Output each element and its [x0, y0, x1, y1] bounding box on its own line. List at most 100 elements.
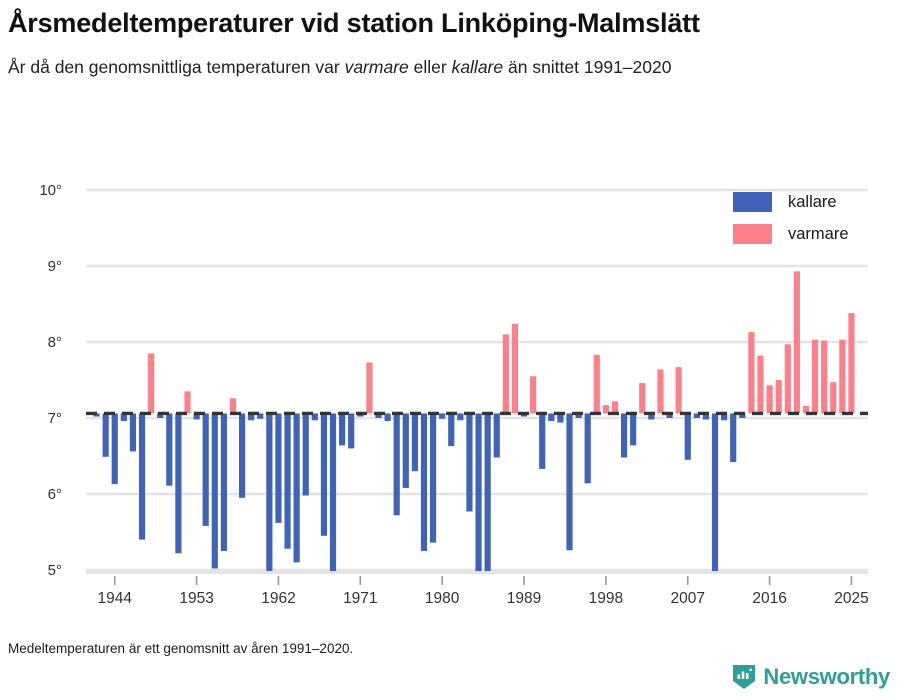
bar-1973[interactable] [375, 413, 382, 418]
bar-1963[interactable] [284, 413, 291, 549]
subtitle-emphasis-varmare: varmare [344, 57, 409, 77]
bar-1982[interactable] [457, 413, 464, 421]
bar-1946[interactable] [129, 413, 137, 452]
bar-1970[interactable] [348, 413, 355, 449]
bar-2009[interactable] [702, 413, 710, 420]
bar-1964[interactable] [293, 413, 300, 563]
bar-1985[interactable] [484, 413, 491, 572]
bar-1945[interactable] [120, 413, 127, 422]
legend-swatch-varmare [733, 224, 772, 244]
bar-1962[interactable] [275, 413, 282, 523]
bar-1977[interactable] [411, 413, 418, 472]
bar-1991[interactable] [539, 413, 546, 469]
bar-1995[interactable] [575, 413, 582, 418]
bar-1967[interactable] [320, 413, 328, 536]
bar-1949[interactable] [157, 413, 164, 418]
brand-name: Newsworthy [763, 664, 890, 689]
bar-2005[interactable] [666, 413, 673, 418]
bar-1992[interactable] [548, 413, 555, 422]
y-axis-labels-group: 5° 6° 7° 8° 9° 10° [39, 182, 62, 579]
bar-1980[interactable] [439, 413, 446, 419]
bar-1981[interactable] [448, 413, 455, 447]
bar-1951[interactable] [175, 413, 182, 554]
bar-1968[interactable] [329, 413, 337, 572]
bar-1965[interactable] [302, 413, 309, 496]
x-tick-label-1971: 1971 [343, 590, 377, 607]
bar-1955[interactable] [211, 413, 218, 569]
legend-label-varmare: varmare [788, 225, 849, 243]
bar-2019[interactable] [793, 271, 800, 414]
x-tick-label-2007: 2007 [670, 590, 704, 607]
bar-1972[interactable] [366, 362, 373, 414]
bar-2018[interactable] [784, 344, 791, 414]
bar-2010[interactable] [711, 413, 719, 572]
bar-1957[interactable] [229, 398, 237, 414]
bar-2000[interactable] [620, 413, 628, 458]
bar-1986[interactable] [493, 413, 500, 458]
bar-2013[interactable] [739, 413, 746, 418]
bar-1993[interactable] [557, 413, 564, 423]
bar-1953[interactable] [193, 413, 200, 420]
bar-1987[interactable] [502, 334, 509, 414]
x-tick-label-2025: 2025 [834, 590, 868, 607]
bar-1994[interactable] [566, 413, 573, 551]
legend-item-kallare[interactable]: kallare [733, 189, 893, 215]
bar-1943[interactable] [102, 413, 109, 457]
bar-1958[interactable] [238, 413, 246, 498]
bar-1969[interactable] [339, 413, 346, 446]
bar-2016[interactable] [766, 385, 773, 414]
x-tick-label-1953: 1953 [179, 590, 213, 607]
bar-1988[interactable] [511, 323, 519, 414]
bar-2017[interactable] [775, 380, 782, 414]
bar-1975[interactable] [393, 413, 400, 516]
bar-1950[interactable] [166, 413, 173, 486]
bar-2022[interactable] [821, 340, 828, 414]
bar-2020[interactable] [802, 405, 810, 414]
bar-1999[interactable] [611, 401, 619, 414]
bar-1959[interactable] [248, 413, 255, 421]
bar-1998[interactable] [602, 405, 609, 414]
bar-1979[interactable] [429, 413, 437, 543]
bar-2025[interactable] [848, 313, 855, 414]
page-title: Årsmedeltemperaturer vid station Linköpi… [8, 8, 700, 38]
bar-1984[interactable] [475, 413, 482, 572]
subtitle-text-2: eller [408, 57, 452, 77]
bar-1974[interactable] [384, 413, 391, 422]
chart-footnote: Medeltemperaturen är ett genomsnitt av å… [8, 641, 354, 656]
bar-2008[interactable] [693, 413, 700, 418]
bar-1960[interactable] [257, 413, 264, 419]
newsworthy-logo[interactable]: Newsworthy [732, 664, 890, 690]
bar-1996[interactable] [584, 413, 591, 484]
bar-1956[interactable] [220, 413, 227, 551]
chart-subtitle: År då den genomsnittliga temperaturen va… [8, 54, 868, 80]
bar-1954[interactable] [202, 413, 209, 526]
bar-2023[interactable] [830, 382, 837, 414]
bar-1976[interactable] [402, 413, 409, 488]
legend-item-varmare[interactable]: varmare [733, 221, 893, 247]
bar-1952[interactable] [184, 391, 191, 414]
bar-2004[interactable] [657, 369, 664, 414]
bar-2006[interactable] [675, 367, 682, 414]
bar-2003[interactable] [648, 413, 655, 420]
x-tick-label-1980: 1980 [425, 590, 460, 607]
bar-1961[interactable] [266, 413, 273, 572]
bar-1990[interactable] [530, 376, 537, 414]
bar-2001[interactable] [630, 413, 637, 446]
bar-1944[interactable] [111, 413, 118, 485]
bar-2024[interactable] [839, 339, 846, 414]
bar-2021[interactable] [811, 339, 819, 414]
bar-2012[interactable] [730, 413, 737, 463]
bar-1978[interactable] [420, 413, 428, 551]
bar-2015[interactable] [757, 355, 764, 414]
bar-2007[interactable] [684, 413, 691, 460]
bar-2014[interactable] [748, 332, 755, 414]
bar-1966[interactable] [311, 413, 318, 421]
bar-2002[interactable] [639, 383, 646, 414]
bar-1997[interactable] [593, 354, 600, 414]
bar-2011[interactable] [721, 413, 728, 421]
bar-1983[interactable] [466, 413, 473, 512]
bar-1947[interactable] [138, 413, 146, 540]
bar-1948[interactable] [148, 353, 155, 414]
